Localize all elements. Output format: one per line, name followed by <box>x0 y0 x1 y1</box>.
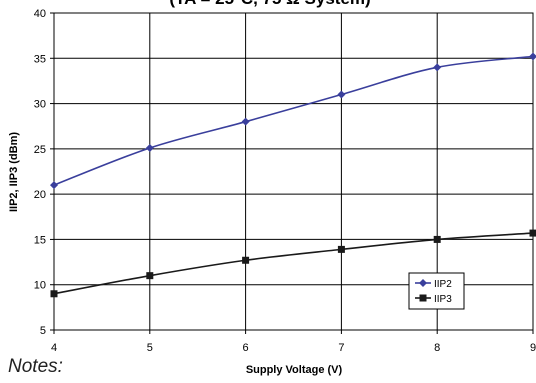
chart-legend: IIP2 IIP3 <box>409 273 464 309</box>
x-tick-label: 6 <box>243 342 249 354</box>
series-iip2 <box>50 52 536 189</box>
x-axis-label: Supply Voltage (V) <box>246 364 343 376</box>
x-tick-label: 4 <box>51 342 57 354</box>
data-point-iip2 <box>242 118 250 126</box>
y-tick-label: 40 <box>34 8 46 20</box>
y-tick-label: 5 <box>40 325 46 337</box>
x-tick-label: 7 <box>338 342 344 354</box>
legend-label-iip2: IIP2 <box>434 279 452 290</box>
series-line-iip2 <box>54 56 533 185</box>
data-point-iip2 <box>433 63 441 71</box>
y-axis-label: IIP2, IIP3 (dBm) <box>8 132 20 212</box>
y-tick-label: 15 <box>34 234 46 246</box>
y-tick-label: 35 <box>34 53 46 65</box>
x-tick-label: 8 <box>434 342 440 354</box>
x-tick-label: 5 <box>147 342 153 354</box>
data-point-iip2 <box>337 91 345 99</box>
data-point-iip3 <box>530 230 536 237</box>
data-point-iip2 <box>146 144 154 152</box>
data-point-iip2 <box>50 181 58 189</box>
notes-label: Notes: <box>8 356 63 378</box>
y-tick-label: 20 <box>34 189 46 201</box>
chart-title: (TA = 25°C, 75 Ω System) <box>169 0 370 8</box>
data-point-iip3 <box>51 290 58 297</box>
x-tick-label: 9 <box>530 342 536 354</box>
x-axis-ticks: 4 5 6 7 8 9 <box>51 330 536 354</box>
y-tick-label: 25 <box>34 144 46 156</box>
y-tick-label: 10 <box>34 280 46 292</box>
legend-label-iip3: IIP3 <box>434 294 452 305</box>
data-point-iip3 <box>434 236 441 243</box>
y-tick-label: 30 <box>34 99 46 111</box>
y-axis-ticks: 5 10 15 20 25 30 35 40 <box>34 8 54 337</box>
data-point-iip2 <box>529 52 536 60</box>
chart-series <box>50 52 536 297</box>
chart-title-group: (TA = 25°C, 75 Ω System) <box>169 0 370 8</box>
data-point-iip3 <box>338 246 345 253</box>
data-point-iip3 <box>146 272 153 279</box>
data-point-iip3 <box>242 257 249 264</box>
legend-marker-iip3 <box>420 295 427 302</box>
